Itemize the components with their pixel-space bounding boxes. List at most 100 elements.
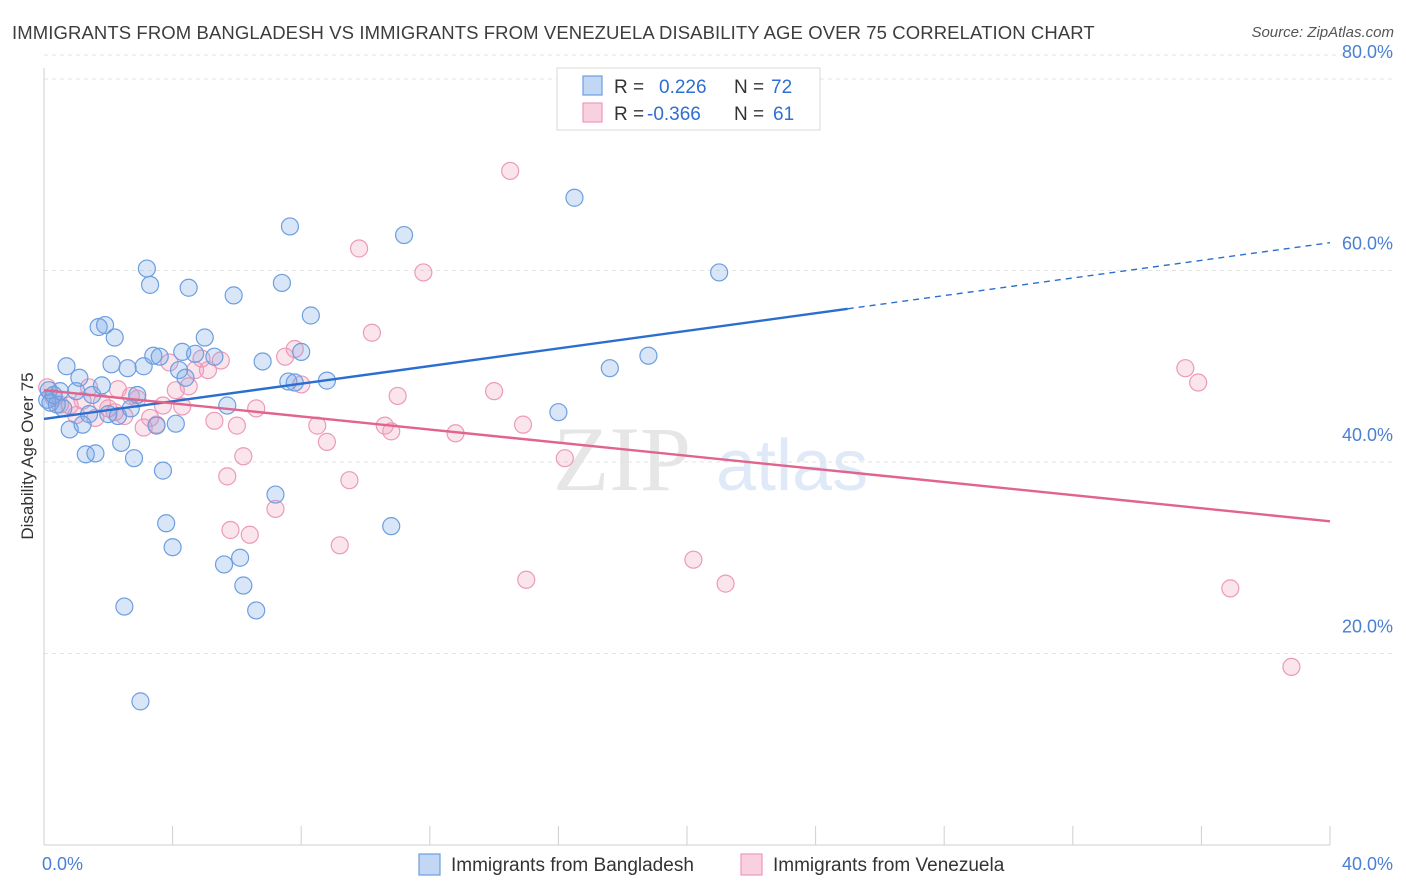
bangladesh-point (285, 373, 304, 392)
legend-r-label-venezuela: R = (614, 104, 644, 125)
bangladesh-point (140, 275, 160, 294)
bangladesh-point (95, 315, 115, 335)
venezuela-point (340, 471, 359, 490)
legend-swatch-bangladesh (582, 75, 603, 96)
bangladesh-point (137, 259, 156, 278)
bangladesh-point (131, 692, 150, 711)
y-axis-label: Disability Age Over 75 (18, 372, 37, 539)
bangladesh-point (124, 449, 144, 468)
venezuela-point (716, 574, 735, 593)
bangladesh-point (205, 347, 224, 366)
venezuela-point (513, 415, 533, 434)
bangladesh-point (639, 346, 658, 365)
legend-n-label-venezuela: N = (734, 104, 764, 125)
venezuela-point (501, 161, 520, 181)
correlation-legend: R = 0.226 N = 72 R = -0.366 N = 61 (556, 67, 821, 131)
bangladesh-point (272, 273, 292, 293)
bangladesh-point (112, 433, 131, 452)
venezuela-point (173, 397, 192, 416)
venezuela-point (349, 239, 369, 258)
venezuela-point (684, 550, 703, 569)
bangladesh-point (73, 415, 92, 434)
x-tick-label: 0.0% (42, 854, 83, 874)
venezuela-point (240, 525, 259, 544)
bangladesh-point (292, 342, 311, 361)
bangladesh-points (38, 188, 729, 711)
chart-title: IMMIGRANTS FROM BANGLADESH VS IMMIGRANTS… (12, 22, 1095, 43)
bangladesh-point (195, 328, 214, 347)
bangladesh-point (231, 548, 250, 567)
x-ticks: 0.0% 40.0% (42, 826, 1393, 874)
venezuela-point (221, 520, 240, 540)
bangladesh-point (247, 601, 266, 620)
trend-lines (43, 242, 1331, 523)
bangladesh-point (280, 217, 300, 236)
bangladesh-point (600, 359, 619, 378)
bangladesh-point (549, 403, 568, 422)
series-legend: Immigrants from Bangladesh Immigrants fr… (418, 853, 1005, 876)
bangladesh-point (565, 188, 584, 207)
bangladesh-point (89, 317, 108, 337)
legend-r-label-bangladesh: R = (614, 77, 644, 98)
bangladesh-point (163, 538, 182, 557)
bangladesh-point (147, 416, 166, 435)
bottom-legend-swatch-bangladesh (418, 853, 441, 876)
legend-swatch-venezuela (582, 102, 603, 123)
bangladesh-point (382, 517, 401, 536)
bangladesh-point (214, 555, 234, 574)
legend-r-value-bangladesh: 0.226 (659, 77, 707, 98)
venezuela-trend-line (43, 388, 1331, 523)
venezuela-point (485, 382, 504, 401)
bangladesh-point (118, 359, 137, 378)
bangladesh-point (179, 278, 198, 297)
bangladesh-point (710, 263, 729, 282)
bangladesh-point (70, 368, 89, 387)
legend-n-value-bangladesh: 72 (771, 77, 792, 98)
venezuela-point (555, 449, 574, 468)
venezuela-point (205, 411, 224, 430)
y-tick-labels: 20.0% 40.0% 60.0% 80.0% (1342, 42, 1393, 637)
bangladesh-point (157, 514, 176, 533)
bangladesh-point (105, 328, 124, 347)
venezuela-point (247, 399, 266, 418)
bangladesh-point (144, 346, 163, 365)
venezuela-point (1221, 579, 1240, 598)
bangladesh-point (102, 355, 121, 374)
bangladesh-point (186, 344, 205, 363)
y-tick-label: 20.0% (1342, 617, 1393, 637)
bangladesh-point (218, 396, 237, 415)
venezuela-point (218, 467, 237, 486)
chart-source: Source: ZipAtlas.com (1251, 24, 1394, 41)
bangladesh-point (301, 306, 320, 325)
bangladesh-point (166, 414, 185, 433)
bangladesh-point (115, 597, 134, 616)
legend-n-value-venezuela: 61 (773, 104, 794, 125)
venezuela-point (362, 323, 382, 342)
bangladesh-trend-extension (847, 242, 1331, 310)
bangladesh-point (150, 347, 169, 366)
bottom-legend-swatch-venezuela (740, 853, 763, 876)
bangladesh-point (153, 461, 173, 480)
legend-r-value-venezuela: -0.366 (647, 104, 701, 125)
bangladesh-point (394, 225, 414, 245)
watermark-zip: ZIP (553, 408, 691, 510)
venezuela-point (414, 263, 433, 282)
bangladesh-trend-line (43, 307, 848, 421)
bangladesh-point (234, 576, 253, 595)
venezuela-point (234, 447, 253, 466)
bangladesh-point (92, 376, 111, 395)
bottom-legend-label-bangladesh: Immigrants from Bangladesh (451, 855, 694, 876)
y-tick-label: 40.0% (1342, 425, 1393, 445)
bangladesh-point (224, 286, 243, 305)
venezuela-point (160, 353, 179, 372)
bangladesh-point (176, 368, 195, 387)
legend-n-label-bangladesh: N = (734, 77, 764, 98)
legend-box (556, 67, 821, 131)
bangladesh-point (86, 444, 105, 463)
venezuela-point (153, 396, 173, 415)
venezuela-point (330, 536, 349, 555)
venezuela-point (388, 386, 407, 406)
bangladesh-point (266, 485, 285, 504)
bangladesh-point (253, 352, 272, 371)
